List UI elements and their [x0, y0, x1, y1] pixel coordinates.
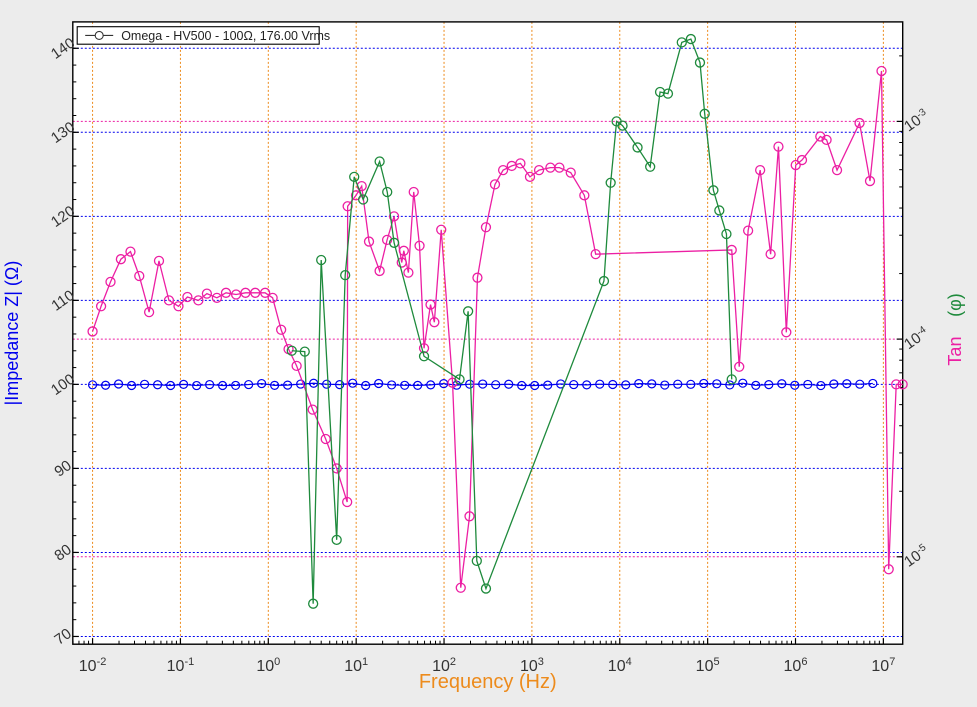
svg-text:|Impedance Z| (Ω): |Impedance Z| (Ω): [2, 261, 22, 406]
svg-text:Frequency (Hz): Frequency (Hz): [419, 671, 557, 693]
svg-text:Tan: Tan: [945, 337, 965, 366]
svg-text:Omega - HV500 - 100Ω, 176.00 V: Omega - HV500 - 100Ω, 176.00 Vrms: [121, 29, 330, 43]
svg-text:(φ): (φ): [945, 293, 965, 317]
